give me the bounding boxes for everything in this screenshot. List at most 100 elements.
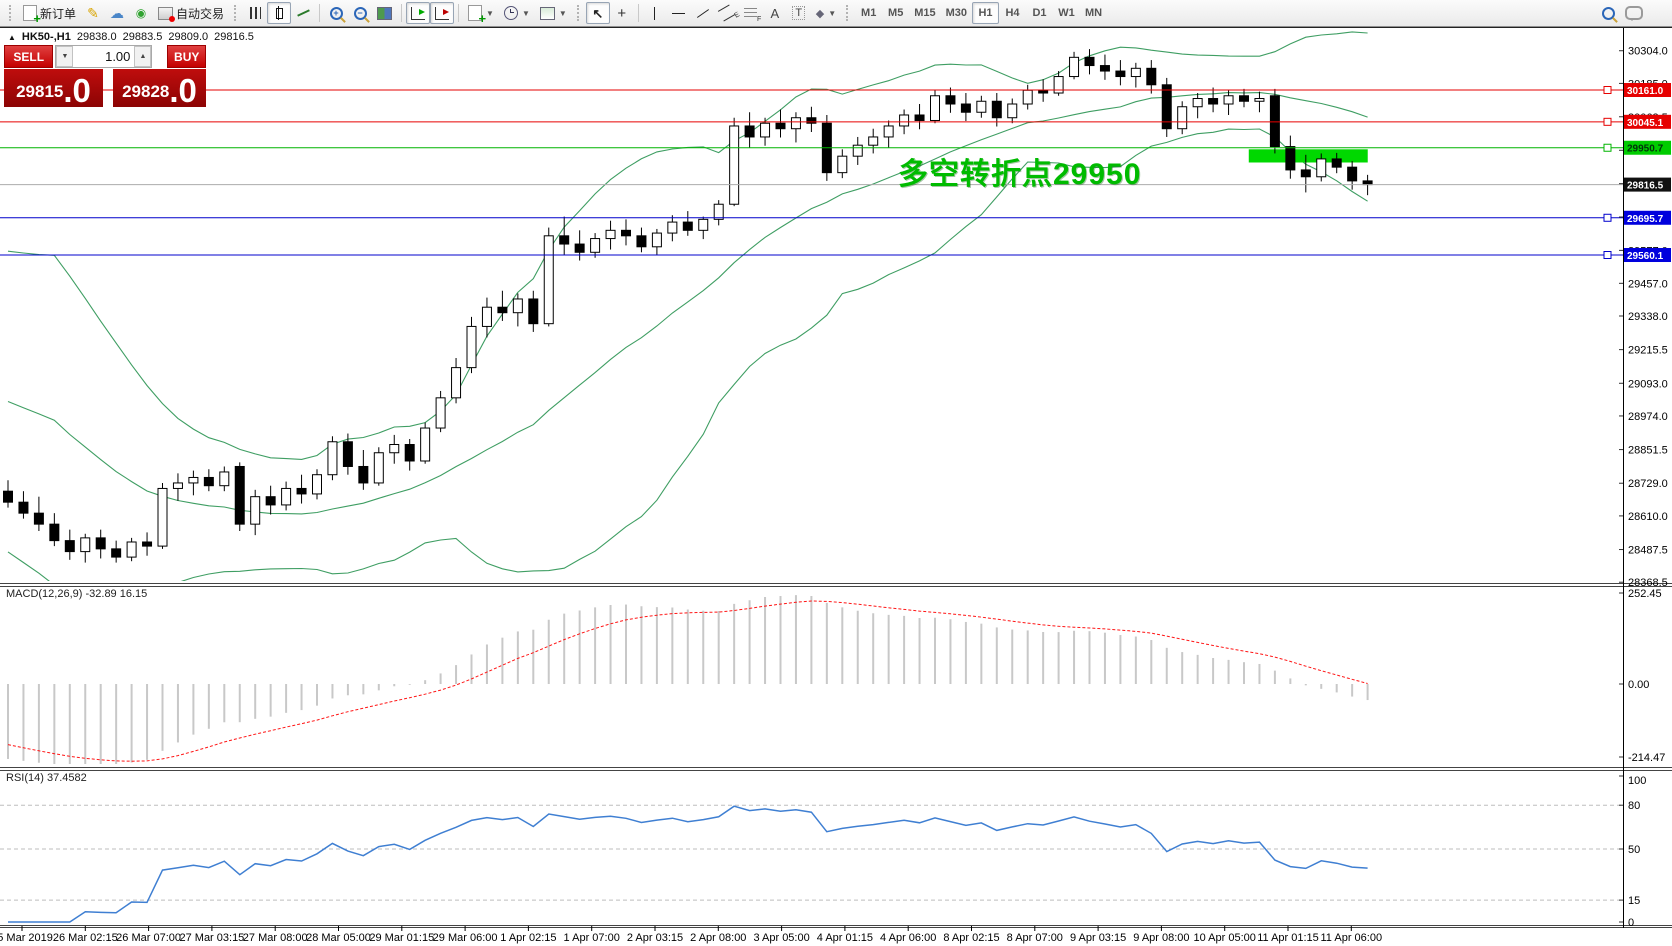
auto-scroll-button[interactable]: [406, 2, 431, 24]
tile-windows-icon: [377, 6, 393, 20]
timeframe-button-m30[interactable]: M30: [945, 7, 967, 19]
volume-input[interactable]: 1.00: [105, 49, 131, 64]
chat-button[interactable]: [1620, 2, 1648, 24]
price-tick-label: 28487.5: [1628, 545, 1668, 557]
one-click-trade-panel: SELL ▼ 1.00 ▲ BUY 29815.0 29828.0: [4, 45, 206, 107]
bollinger-lower-line[interactable]: [7, 128, 1368, 600]
signals-button[interactable]: ◉: [129, 2, 153, 24]
equidistant-channel-button[interactable]: E: [715, 2, 741, 24]
time-axis-label: 9 Apr 03:15: [1070, 932, 1126, 944]
line-handle[interactable]: [1603, 213, 1612, 222]
fibonacci-button[interactable]: F: [739, 2, 763, 24]
toolbar-grip[interactable]: [9, 5, 13, 21]
bull-candle: [883, 125, 894, 138]
time-axis-label: 28 Mar 05:00: [306, 932, 371, 944]
toolbar-grip[interactable]: [576, 5, 581, 21]
bollinger-middle-line[interactable]: [7, 92, 1368, 515]
trade-panel-toggle-icon[interactable]: ▲: [8, 32, 16, 42]
tile-windows-button[interactable]: [372, 2, 397, 24]
timeframe-button-mn[interactable]: MN: [1085, 7, 1103, 19]
zoom-in-button[interactable]: +: [324, 2, 348, 24]
bear-candle: [1300, 169, 1311, 178]
line-handle[interactable]: [1603, 143, 1612, 152]
price-tick-label: 28851.5: [1628, 445, 1668, 457]
time-axis-label: 11 Apr 01:15: [1257, 932, 1319, 944]
close-value: 29816.5: [214, 31, 254, 43]
bull-candle: [651, 232, 662, 248]
zoom-in-icon: +: [329, 6, 343, 20]
indicators-button[interactable]: ▼: [463, 2, 499, 26]
volume-increase-button[interactable]: ▲: [134, 46, 152, 67]
time-axis-label: 29 Mar 06:00: [433, 932, 498, 944]
timeframe-button-d1[interactable]: D1: [1032, 7, 1047, 19]
bid-int: 29815: [16, 82, 64, 101]
new-order-button[interactable]: 新订单: [18, 2, 81, 26]
price-tick-label: 28974.0: [1628, 411, 1668, 423]
timeframe-button-w1[interactable]: W1: [1058, 7, 1075, 19]
bull-candle: [790, 117, 801, 130]
bear-candle: [559, 235, 570, 245]
timeframe-button-h4[interactable]: H4: [1005, 7, 1020, 19]
vertical-line-button[interactable]: [643, 2, 667, 24]
toolbar-grip[interactable]: [846, 5, 850, 21]
text-icon: A: [770, 5, 780, 21]
bull-candle: [373, 452, 384, 484]
zoom-out-button[interactable]: −: [348, 2, 372, 24]
crosshair-button[interactable]: +: [610, 2, 634, 24]
price-badge: [1624, 140, 1671, 155]
text-label-button[interactable]: T: [787, 2, 811, 24]
bear-candle: [3, 490, 13, 503]
metaeditor-button[interactable]: ✎: [81, 2, 105, 24]
bull-candle: [389, 444, 400, 454]
line-handle[interactable]: [1603, 86, 1612, 94]
line-chart-button[interactable]: [291, 2, 315, 24]
autotrading-button[interactable]: 自动交易: [153, 2, 229, 24]
price-tick-label: 28729.0: [1628, 478, 1668, 490]
timeframe-button-h1[interactable]: H1: [972, 2, 999, 24]
bull-candle: [837, 155, 848, 174]
price-tick-label: 29215.5: [1628, 345, 1668, 357]
horizontal-line-icon: [672, 12, 686, 14]
bull-candle: [976, 100, 987, 113]
line-handle[interactable]: [1603, 117, 1612, 126]
autotrading-label: 自动交易: [176, 6, 225, 21]
timeframe-button-m1[interactable]: M1: [861, 7, 877, 19]
candlestick-chart-button[interactable]: [267, 2, 292, 24]
bull-candle: [481, 306, 492, 327]
bear-candle: [1362, 180, 1373, 186]
bear-candle: [1161, 84, 1172, 130]
bull-candle: [312, 474, 322, 495]
time-axis-label: 11 Apr 06:00: [1321, 932, 1383, 944]
chart-shift-button[interactable]: [430, 2, 455, 24]
cursor-button[interactable]: ↖: [585, 2, 610, 24]
volume-decrease-button[interactable]: ▼: [56, 46, 74, 67]
cloud-icon: ☁: [110, 5, 125, 21]
timeframe-button-m5[interactable]: M5: [888, 7, 904, 19]
chevron-down-icon: ▼: [558, 8, 567, 18]
timeframe-button-m15[interactable]: M15: [914, 7, 936, 19]
time-axis-label: 27 Mar 03:15: [179, 932, 244, 944]
horizontal-line-button[interactable]: [667, 2, 691, 24]
highlight-rectangle[interactable]: [1248, 149, 1368, 163]
bear-candle: [1146, 67, 1157, 86]
periods-button[interactable]: ▼: [499, 2, 535, 24]
bar-chart-button[interactable]: [243, 2, 267, 24]
bull-candle: [281, 487, 292, 506]
bear-candle: [111, 548, 122, 558]
chart-annotation-text[interactable]: 多空转折点29950: [898, 158, 1142, 191]
buy-button[interactable]: BUY: [167, 45, 206, 68]
ask-price[interactable]: 29828.0: [113, 69, 206, 107]
toolbar-grip[interactable]: [234, 5, 238, 21]
line-handle[interactable]: [1603, 251, 1612, 260]
trendline-button[interactable]: [691, 2, 715, 24]
search-button[interactable]: [1596, 2, 1620, 24]
bid-price[interactable]: 29815.0: [4, 69, 103, 107]
macd-signal-line: [7, 600, 1368, 762]
autotrading-icon: [158, 6, 176, 22]
shapes-button[interactable]: ◆ ▼: [811, 2, 841, 24]
virtual-hosting-button[interactable]: ☁: [105, 2, 129, 24]
price-badge-label: 30045.1: [1627, 118, 1664, 129]
templates-button[interactable]: ▼: [535, 2, 572, 24]
sell-button[interactable]: SELL: [4, 45, 54, 68]
text-button[interactable]: A: [763, 2, 787, 24]
